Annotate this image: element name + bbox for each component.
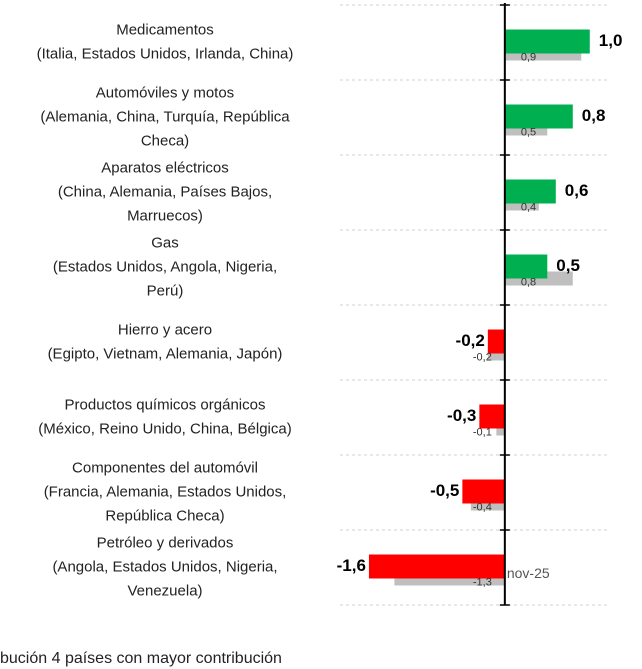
category-line: Perú) — [147, 282, 184, 299]
category-line: Venezuela) — [127, 582, 202, 599]
category-label: Petróleo y derivados (Angola, Estados Uni… — [52, 534, 277, 599]
category-line: (Estados Unidos, Angola, Nigeria, — [53, 258, 277, 275]
value-label: -0,3 — [447, 406, 476, 425]
category-label: Automóviles y motos (Alemania, China, Tur… — [40, 84, 290, 149]
footnote: bución 4 países con mayor contribución — [0, 650, 282, 667]
category-line: (Egipto, Vietnam, Alemania, Japón) — [48, 345, 283, 362]
previous-label: 0,9 — [521, 51, 536, 63]
bar — [504, 104, 573, 129]
category-label: Aparatos eléctricos (China, Alemania, Paí… — [58, 159, 272, 224]
value-label: -0,5 — [430, 481, 459, 500]
previous-label: -0,1 — [473, 426, 492, 438]
category-line: Marruecos) — [127, 207, 203, 224]
previous-label: -0,2 — [473, 351, 492, 363]
value-label: 1,0 — [599, 31, 623, 50]
bar — [368, 554, 505, 579]
category-label: Componentes del automóvil (Francia, Alema… — [44, 459, 287, 524]
category-line: (Angola, Estados Unidos, Nigeria, — [52, 558, 277, 575]
category-line: Aparatos eléctricos — [101, 159, 229, 176]
value-label: -0,2 — [456, 331, 485, 350]
value-label: -1,6 — [337, 556, 366, 575]
category-line: Petróleo y derivados — [97, 534, 234, 551]
category-label: Gas (Estados Unidos, Angola, Nigeria, Perú… — [53, 234, 277, 299]
category-line: (México, Reino Unido, China, Bélgica) — [38, 420, 291, 437]
bar — [504, 254, 548, 279]
axis-label: nov-25 — [507, 565, 550, 581]
category-line: (Italia, Estados Unidos, Irlanda, China) — [37, 45, 294, 62]
category-line: Medicamentos — [116, 21, 214, 38]
previous-label: 0,5 — [521, 126, 536, 138]
category-label: Hierro y acero (Egipto, Vietnam, Alemania… — [48, 321, 283, 362]
bar — [487, 329, 505, 354]
previous-label: 0,8 — [521, 276, 536, 288]
value-label: 0,5 — [556, 256, 580, 275]
bar — [504, 29, 590, 54]
category-line: (Francia, Alemania, Estados Unidos, — [44, 483, 287, 500]
category-line: (China, Alemania, Países Bajos, — [58, 183, 272, 200]
category-line: Checa) — [141, 132, 189, 149]
previous-label: -1,3 — [473, 576, 492, 588]
previous-label: -0,4 — [473, 501, 492, 513]
category-line: (Alemania, China, Turquía, República — [40, 108, 290, 125]
category-line: Gas — [151, 234, 179, 251]
category-line: Productos químicos orgánicos — [65, 396, 266, 413]
category-label: Productos químicos orgánicos (México, Rei… — [38, 396, 291, 437]
value-label: 0,6 — [565, 181, 589, 200]
category-line: Componentes del automóvil — [72, 459, 258, 476]
category-line: Hierro y acero — [118, 321, 212, 338]
value-label: 0,8 — [582, 106, 606, 125]
category-line: Automóviles y motos — [96, 84, 234, 101]
bar — [504, 179, 556, 204]
bar — [462, 479, 505, 504]
category-line: República Checa) — [105, 507, 224, 524]
category-label: Medicamentos (Italia, Estados Unidos, Irl… — [37, 21, 294, 62]
bar — [479, 404, 505, 429]
previous-label: 0,4 — [521, 201, 536, 213]
